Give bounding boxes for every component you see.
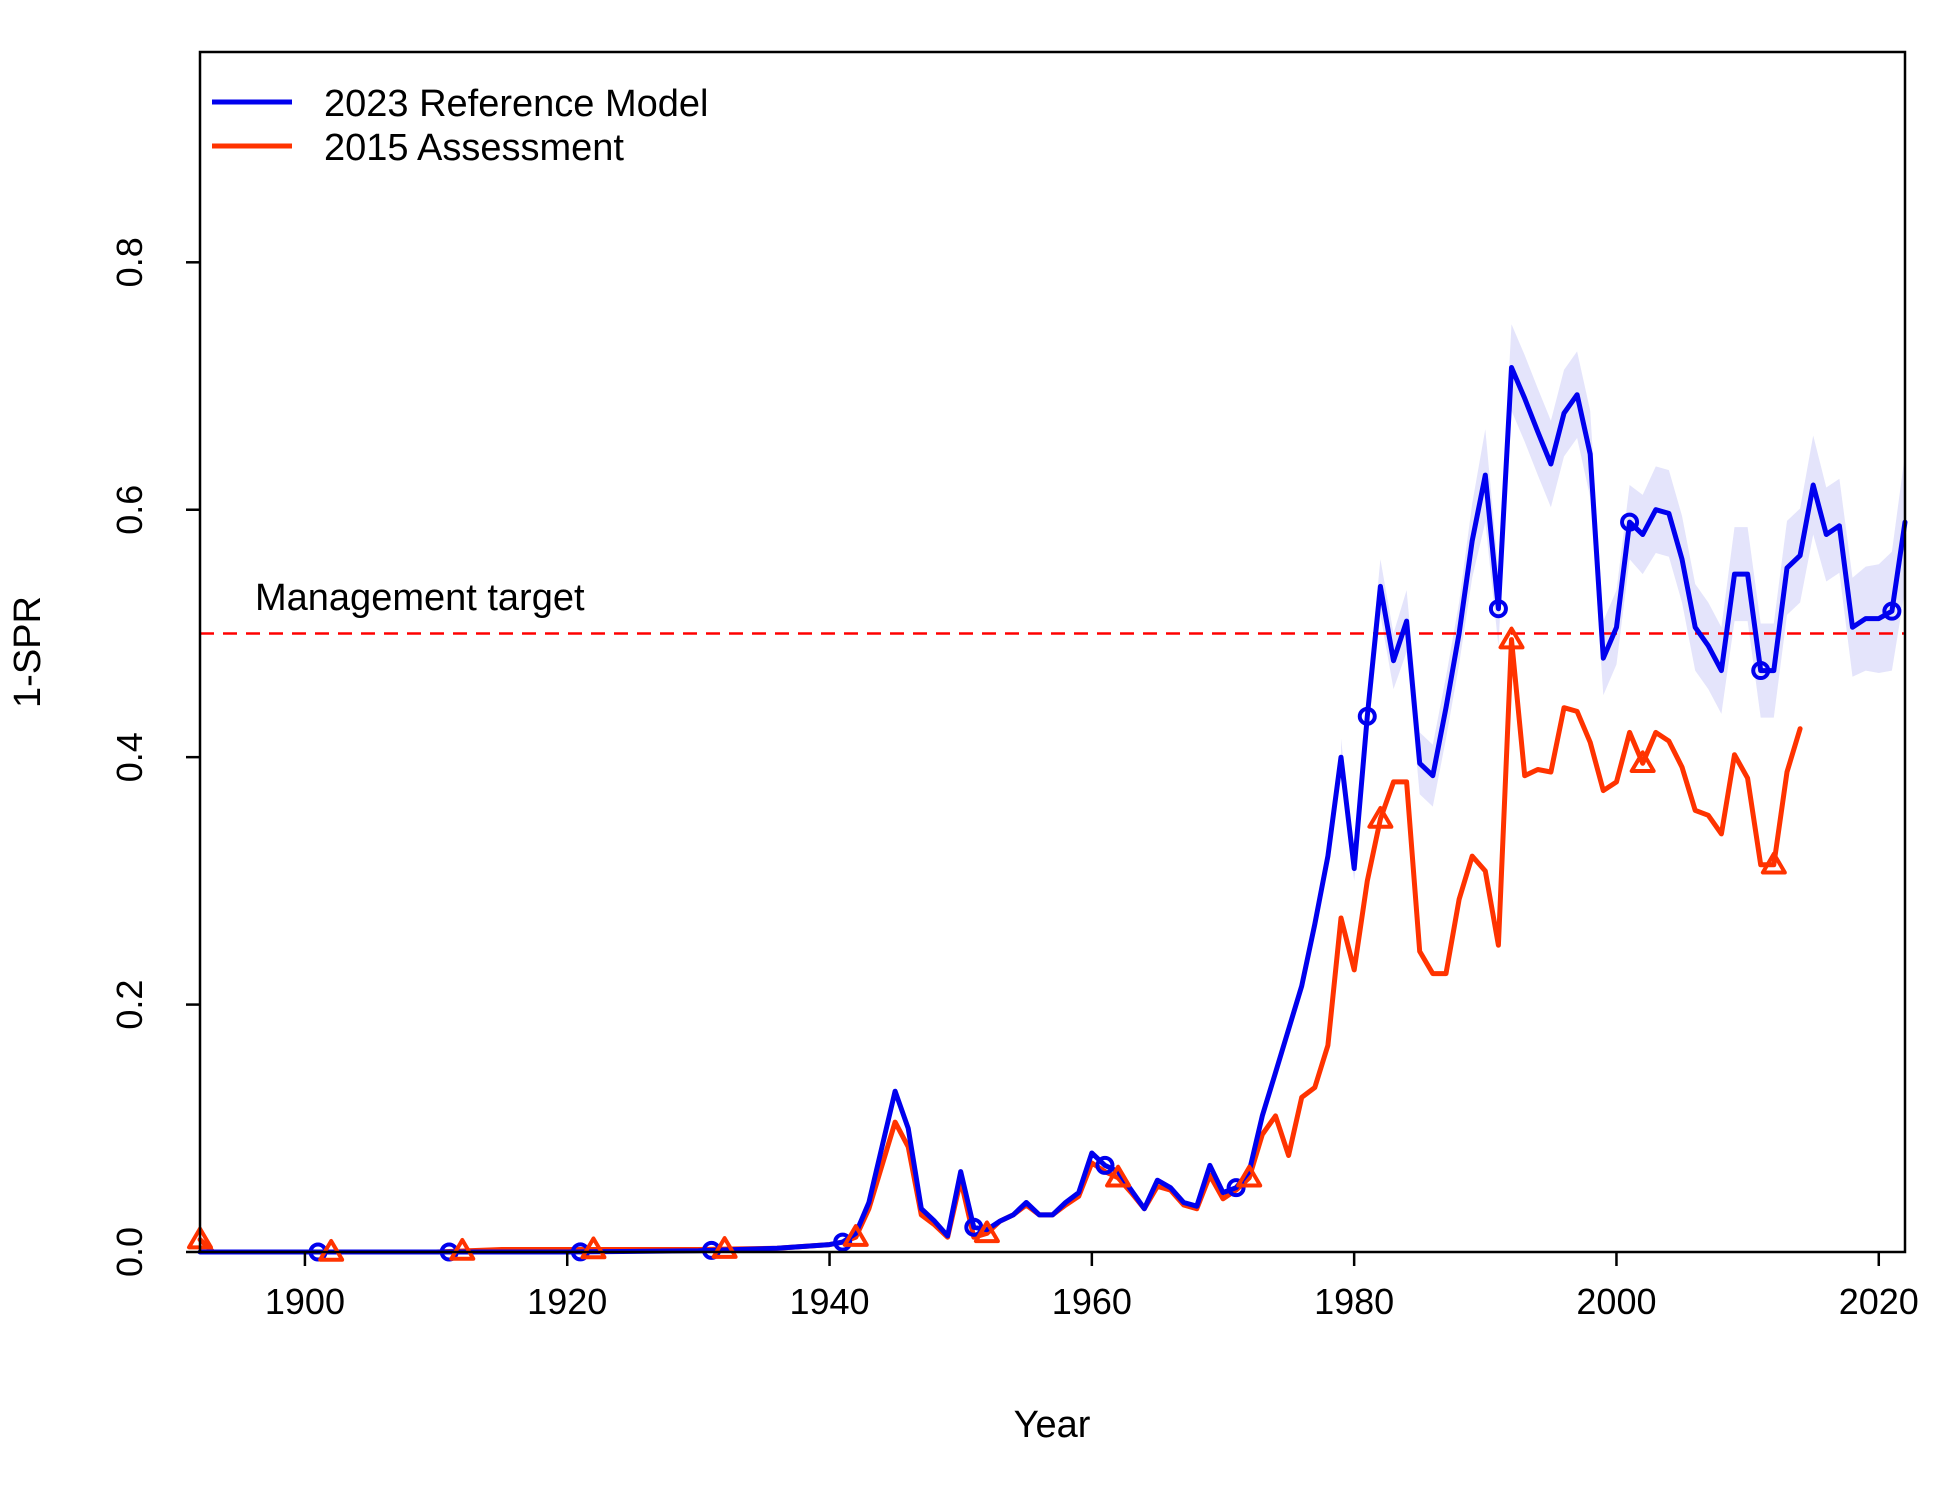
x-tick-label: 1960 — [1052, 1281, 1132, 1322]
plot-frame — [198, 50, 1907, 1254]
series-marker-0 — [1488, 599, 1508, 619]
series-marker-1 — [1760, 851, 1787, 875]
series-marker-1 — [1105, 1164, 1132, 1188]
series-marker-1 — [842, 1224, 869, 1247]
y-tick-label: 0.4 — [109, 732, 150, 782]
confidence-band — [1341, 324, 1905, 881]
series-marker-0 — [1357, 706, 1377, 726]
y-axis-title: 1-SPR — [7, 596, 49, 708]
series-line-1 — [197, 637, 1803, 1255]
x-tick-label: 1980 — [1314, 1281, 1394, 1322]
series-marker-0 — [1226, 1178, 1246, 1198]
y-tick-label: 0.2 — [109, 980, 150, 1030]
series-marker-1 — [711, 1236, 738, 1259]
legend-label-assessment: 2015 Assessment — [324, 127, 624, 169]
series-marker-0 — [964, 1217, 984, 1237]
series-marker-1 — [1236, 1164, 1263, 1188]
series-marker-1 — [1498, 626, 1525, 650]
series-marker-1 — [318, 1239, 345, 1262]
series-layer — [197, 365, 1908, 1255]
x-tick-label: 1920 — [527, 1281, 607, 1322]
series-marker-0 — [1882, 601, 1902, 621]
series-marker-1 — [580, 1236, 607, 1260]
reference-line-label: Management target — [255, 577, 585, 619]
y-tick-label: 0.8 — [109, 237, 150, 287]
series-marker-1 — [1367, 806, 1394, 829]
legend: 2023 Reference Model 2015 Assessment — [212, 83, 708, 169]
series-marker-0 — [1751, 661, 1771, 681]
x-axis: 1900 1920 1940 1960 1980 2000 2020 — [265, 1252, 1919, 1322]
series-line-0 — [197, 365, 1908, 1255]
series-marker-1 — [1629, 750, 1656, 774]
x-axis-title: Year — [1014, 1404, 1091, 1446]
series-marker-0 — [1095, 1155, 1115, 1175]
x-tick-label: 2020 — [1839, 1281, 1919, 1322]
x-tick-label: 2000 — [1576, 1281, 1656, 1322]
series-marker-1 — [973, 1220, 1000, 1244]
series-marker-0 — [833, 1232, 853, 1252]
y-axis: 0.0 0.2 0.4 0.6 0.8 — [109, 237, 200, 1277]
x-tick-label: 1900 — [265, 1281, 345, 1322]
x-tick-label: 1940 — [789, 1281, 869, 1322]
y-tick-label: 0.6 — [109, 485, 150, 535]
legend-label-reference-model: 2023 Reference Model — [324, 83, 708, 125]
series-marker-1 — [449, 1238, 476, 1261]
series-marker-0 — [1620, 512, 1640, 532]
y-tick-label: 0.0 — [109, 1227, 150, 1277]
confidence-band-layer — [1341, 324, 1905, 881]
